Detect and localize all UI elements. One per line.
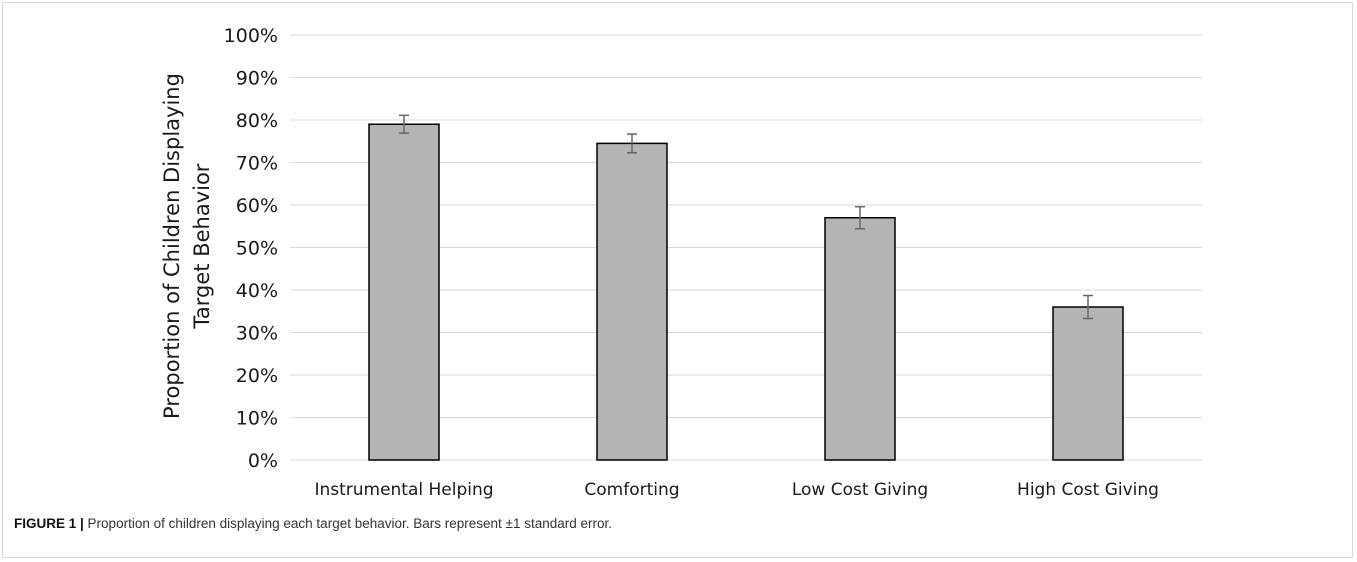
bar	[368, 123, 440, 461]
y-tick-label: 0%	[248, 450, 278, 472]
y-axis-title-line1: Proportion of Children Displaying	[160, 73, 184, 419]
gridlines	[290, 34, 1202, 461]
error-bar	[1083, 294, 1093, 320]
figure-caption-label: FIGURE 1 |	[14, 516, 84, 531]
bar-chart: 0% 10% 20% 30% 40% 50% 60% 70% 80% 90% 100% Instru…	[160, 25, 1202, 500]
y-tick-label: 30%	[236, 323, 278, 345]
y-tick-label: 90%	[236, 68, 278, 90]
error-bar	[627, 133, 637, 154]
y-tick-label: 100%	[224, 25, 278, 47]
bar	[596, 142, 668, 461]
x-category-label: Low Cost Giving	[792, 480, 928, 500]
y-tick-label: 20%	[236, 365, 278, 387]
x-category-label: Comforting	[584, 480, 679, 500]
error-bars	[399, 114, 1093, 320]
error-bar	[855, 205, 865, 230]
y-tick-label: 80%	[236, 110, 278, 132]
bars	[368, 123, 1124, 461]
x-category-labels: Instrumental Helping Comforting Low Cost G…	[314, 480, 1159, 500]
figure-caption-text: Proportion of children displaying each t…	[83, 516, 613, 531]
y-tick-label: 70%	[236, 153, 278, 175]
y-axis-title-line2: Target Behavior	[190, 163, 214, 329]
y-tick-labels: 0% 10% 20% 30% 40% 50% 60% 70% 80% 90% 100%	[224, 25, 278, 472]
y-tick-label: 60%	[236, 195, 278, 217]
y-tick-label: 40%	[236, 280, 278, 302]
figure-caption: FIGURE 1 | Proportion of children displa…	[14, 516, 612, 531]
y-tick-label: 50%	[236, 238, 278, 260]
bar	[824, 217, 896, 461]
error-bar	[399, 114, 409, 134]
y-tick-label: 10%	[236, 408, 278, 430]
bar	[1052, 306, 1124, 461]
x-category-label: Instrumental Helping	[314, 480, 493, 500]
x-category-label: High Cost Giving	[1017, 480, 1159, 500]
